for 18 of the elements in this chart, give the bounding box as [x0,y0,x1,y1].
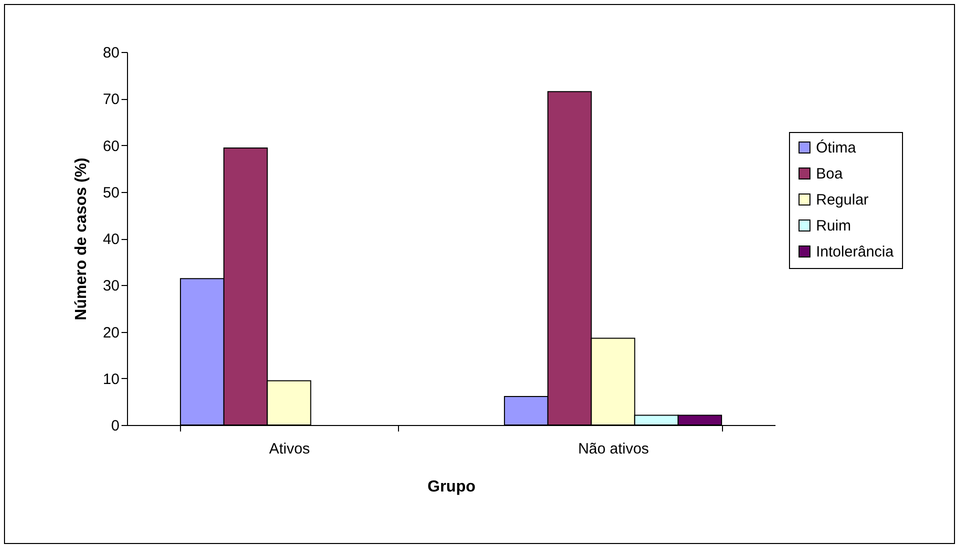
y-tick-label: 40 [102,231,120,248]
x-tick-label: Ativos [269,440,310,458]
legend-label: Regular [816,192,869,208]
legend-label: Ruim [816,218,852,234]
legend-label: Ótima [816,138,857,156]
y-tick-label: 70 [102,91,120,108]
y-tick-label: 30 [102,278,120,295]
y-tick-label: 60 [102,138,120,155]
y-tick-label: 10 [102,370,120,388]
legend-label: Intolerância [816,244,894,260]
y-tick-label: 20 [102,324,120,342]
y-tick-label: 80 [102,44,120,62]
y-axis-title: Número de casos (%) [72,158,90,320]
x-axis-title: Grupo [428,478,476,496]
y-tick-label: 0 [111,418,120,434]
x-tick-label: Não ativos [578,440,649,458]
legend-label: Boa [816,166,844,182]
y-tick-label: 50 [102,184,120,202]
